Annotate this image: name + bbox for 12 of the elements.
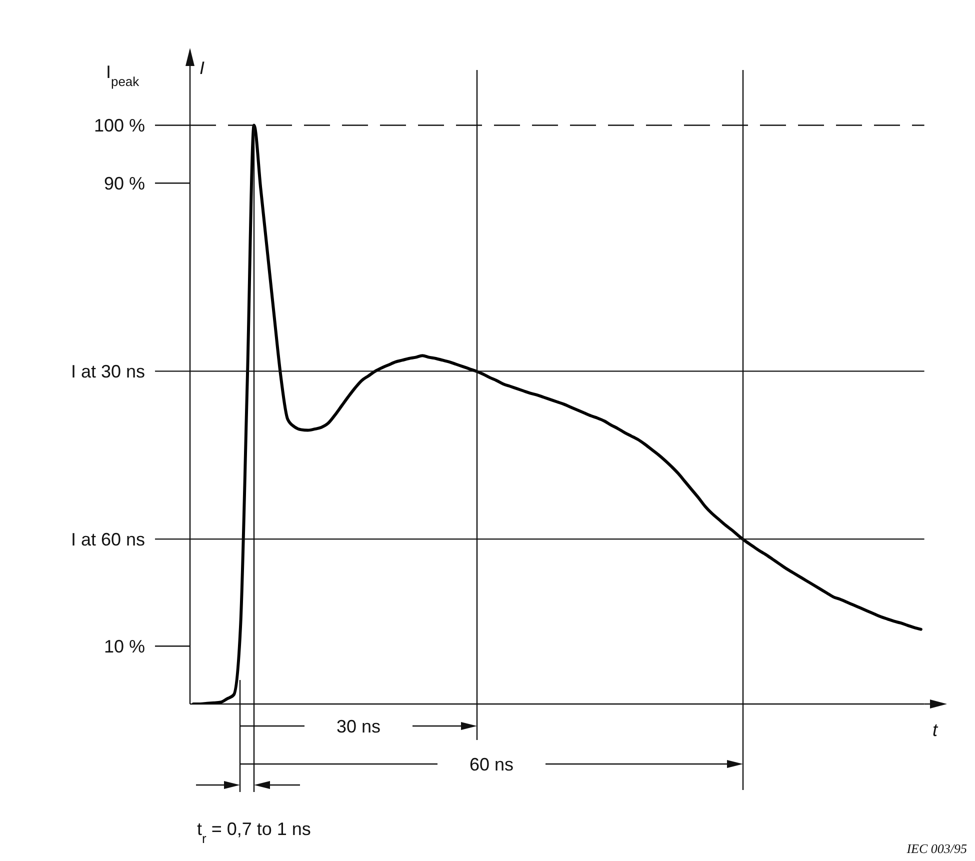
text: I$_{peak}$ [106, 62, 140, 88]
text: t$_{r}$ = 0,7 to 1 ns [197, 819, 311, 846]
y-tick-label: 90 % [104, 174, 145, 194]
y-tick-label: 100 % [94, 116, 145, 136]
text: 30 ns [336, 716, 381, 736]
y-tick-label: I at 60 ns [70, 529, 145, 550]
text: 60 ns [469, 754, 514, 774]
text: IEC 003/95 [906, 841, 968, 856]
y-tick-label: I at 30 ns [70, 362, 145, 382]
x-axis-title: t [932, 720, 938, 740]
y-axis-title: I [199, 58, 205, 78]
y-tick-label: 10 % [104, 636, 145, 657]
